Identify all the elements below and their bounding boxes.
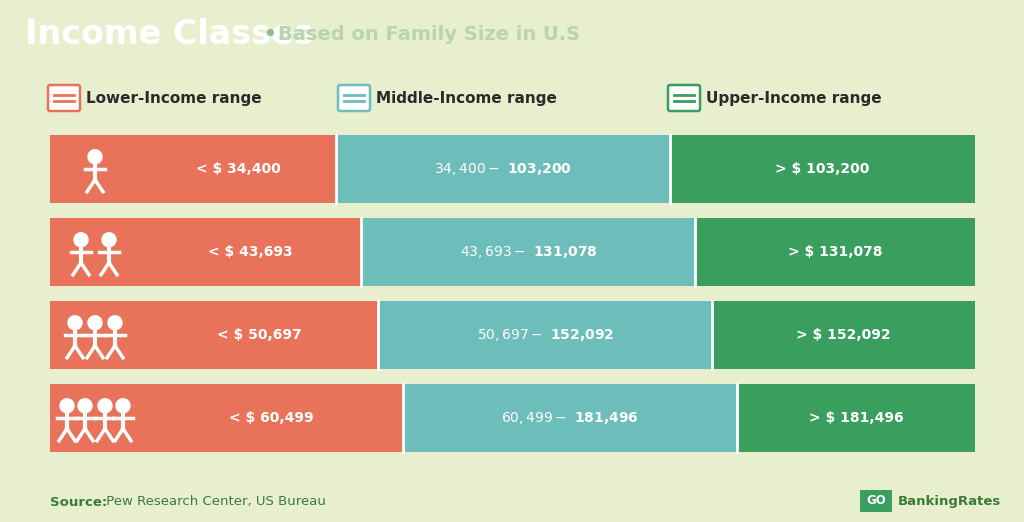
Bar [860, 490, 892, 512]
Text: Lower-Income range: Lower-Income range [86, 90, 261, 105]
Text: Source:: Source: [50, 495, 108, 508]
Text: $34,400 - $ 103,200: $34,400 - $ 103,200 [434, 161, 572, 177]
Text: $ 60,499 - $ 181,496: $ 60,499 - $ 181,496 [501, 410, 639, 426]
Bar [712, 301, 975, 369]
Bar [336, 135, 671, 203]
Text: GO: GO [866, 494, 886, 507]
Circle shape [78, 399, 92, 413]
Text: Income Classes: Income Classes [25, 18, 313, 52]
Circle shape [68, 316, 82, 330]
Circle shape [116, 399, 130, 413]
Circle shape [108, 316, 122, 330]
Circle shape [60, 399, 74, 413]
Text: BankingRates: BankingRates [898, 494, 1001, 507]
Text: •: • [262, 23, 276, 47]
Text: < $ 60,499: < $ 60,499 [229, 411, 313, 425]
Text: $43,693 - $ 131,078: $43,693 - $ 131,078 [460, 244, 597, 260]
Text: > $ 103,200: > $ 103,200 [775, 162, 869, 176]
FancyBboxPatch shape [668, 85, 700, 111]
Bar [403, 384, 737, 452]
Bar [737, 384, 975, 452]
FancyBboxPatch shape [48, 85, 80, 111]
Text: > $ 181,496: > $ 181,496 [809, 411, 903, 425]
Text: Middle-Income range: Middle-Income range [376, 90, 557, 105]
Bar [378, 301, 712, 369]
FancyBboxPatch shape [338, 85, 370, 111]
Text: < $ 50,697: < $ 50,697 [217, 328, 301, 342]
Bar [695, 218, 975, 286]
Circle shape [88, 150, 102, 164]
Text: Pew Research Center, US Bureau: Pew Research Center, US Bureau [102, 495, 326, 508]
Circle shape [88, 316, 102, 330]
Text: < $ 43,693: < $ 43,693 [208, 245, 293, 259]
Bar [50, 135, 336, 203]
Bar [50, 384, 403, 452]
Bar [671, 135, 975, 203]
Text: > $ 131,078: > $ 131,078 [787, 245, 883, 259]
Text: > $ 152,092: > $ 152,092 [797, 328, 891, 342]
Circle shape [74, 233, 88, 247]
Circle shape [102, 233, 116, 247]
Bar [50, 218, 361, 286]
Text: Based on Family Size in U.S: Based on Family Size in U.S [278, 26, 581, 44]
Text: $ 50,697 - $ 152,092: $ 50,697 - $ 152,092 [476, 327, 613, 343]
Bar [50, 301, 378, 369]
Text: Upper-Income range: Upper-Income range [706, 90, 882, 105]
Bar [361, 218, 695, 286]
Text: < $ 34,400: < $ 34,400 [196, 162, 281, 176]
Circle shape [98, 399, 112, 413]
